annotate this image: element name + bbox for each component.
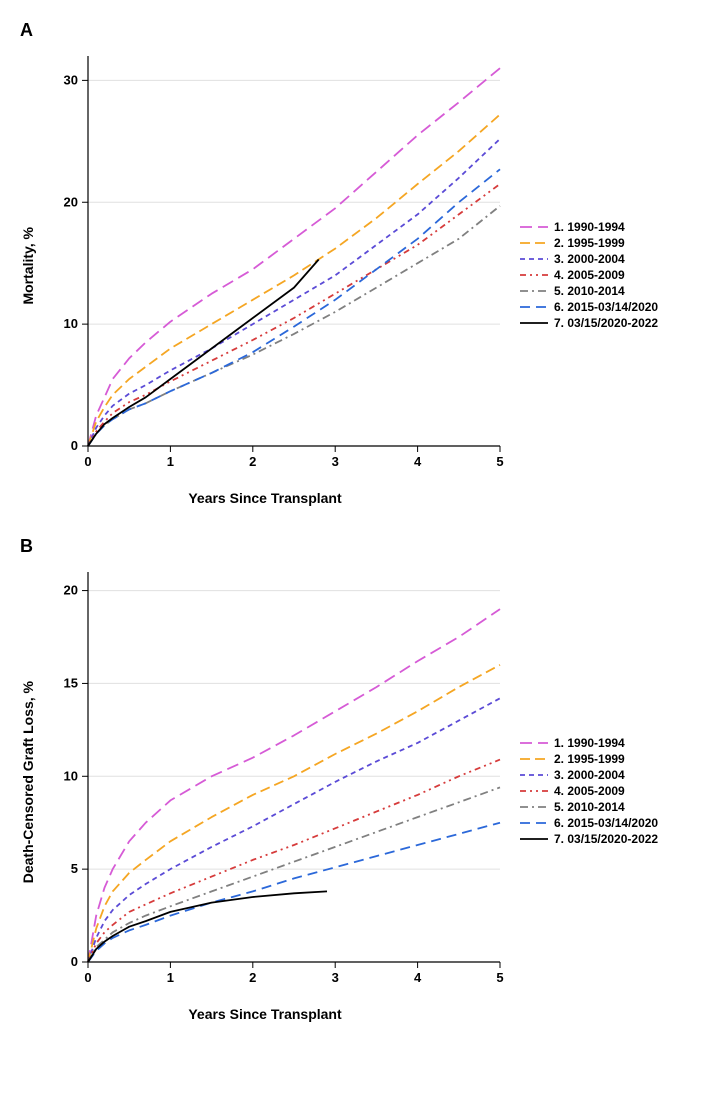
panel-b-chartbox: Death-Censored Graft Loss, % 0 1 2 3 4 5 0 5 10 1… xyxy=(20,562,510,1022)
legend-item: 3. 2000-2004 xyxy=(520,252,658,266)
legend-label: 7. 03/15/2020-2022 xyxy=(554,832,658,846)
legend-item: 2. 1995-1999 xyxy=(520,236,658,250)
legend-item: 1. 1990-1994 xyxy=(520,220,658,234)
legend-label: 3. 2000-2004 xyxy=(554,768,625,782)
svg-text:10: 10 xyxy=(64,768,78,783)
svg-text:4: 4 xyxy=(414,454,422,469)
panel-a-legend: 1. 1990-1994 2. 1995-1999 3. 2000-2004 4. 2… xyxy=(520,220,658,332)
svg-text:15: 15 xyxy=(64,675,78,690)
figure-container: A Mortality, % 0123450102030 Years Since… xyxy=(20,20,692,1022)
panel-a-label: A xyxy=(20,20,692,41)
svg-text:0: 0 xyxy=(71,954,78,969)
legend-label: 1. 1990-1994 xyxy=(554,220,625,234)
panel-b-row: Death-Censored Graft Loss, % 0 1 2 3 4 5 0 5 10 1… xyxy=(20,562,692,1022)
svg-text:2: 2 xyxy=(249,970,256,985)
svg-text:0: 0 xyxy=(71,438,78,453)
svg-text:5: 5 xyxy=(496,970,503,985)
svg-text:2: 2 xyxy=(249,454,256,469)
legend-label: 1. 1990-1994 xyxy=(554,736,625,750)
legend-item: 4. 2005-2009 xyxy=(520,784,658,798)
legend-item: 5. 2010-2014 xyxy=(520,284,658,298)
legend-item: 3. 2000-2004 xyxy=(520,768,658,782)
legend-label: 3. 2000-2004 xyxy=(554,252,625,266)
panel-b-label: B xyxy=(20,536,692,557)
panel-b-svg: 0 1 2 3 4 5 0 5 10 15 20 xyxy=(40,562,510,1002)
legend-item: 1. 1990-1994 xyxy=(520,736,658,750)
panel-a-chartbox: Mortality, % 0 1 2 3 4 5 0 10 20 30 Years Since T… xyxy=(20,46,510,506)
legend-label: 6. 2015-03/14/2020 xyxy=(554,816,658,830)
svg-text:4: 4 xyxy=(414,970,422,985)
svg-text:10: 10 xyxy=(64,316,78,331)
svg-text:0: 0 xyxy=(84,454,91,469)
legend-label: 5. 2010-2014 xyxy=(554,800,625,814)
svg-text:0: 0 xyxy=(84,970,91,985)
legend-item: 6. 2015-03/14/2020 xyxy=(520,816,658,830)
legend-item: 7. 03/15/2020-2022 xyxy=(520,832,658,846)
panel-b-inner: Death-Censored Graft Loss, % 0 1 2 3 4 5 0 5 10 1… xyxy=(20,562,510,1002)
panel-a: A Mortality, % 0 1 2 3 4 5 0 10 20 30 Years Since… xyxy=(20,20,692,506)
svg-text:5: 5 xyxy=(71,861,78,876)
panel-a-row: Mortality, % 0 1 2 3 4 5 0 10 20 30 Years Since T… xyxy=(20,46,692,506)
legend-label: 2. 1995-1999 xyxy=(554,752,625,766)
svg-text:3: 3 xyxy=(332,454,339,469)
svg-text:20: 20 xyxy=(64,583,78,598)
panel-a-svg: 0 1 2 3 4 5 0 10 20 30 xyxy=(40,46,510,486)
panel-b-legend: 1. 1990-1994 2. 1995-1999 3. 2000-2004 4. 2… xyxy=(520,736,658,848)
panel-b-xlabel: Years Since Transplant xyxy=(188,1006,341,1022)
legend-item: 2. 1995-1999 xyxy=(520,752,658,766)
legend-item: 7. 03/15/2020-2022 xyxy=(520,316,658,330)
legend-label: 2. 1995-1999 xyxy=(554,236,625,250)
legend-label: 5. 2010-2014 xyxy=(554,284,625,298)
panel-a-xlabel: Years Since Transplant xyxy=(188,490,341,506)
legend-item: 5. 2010-2014 xyxy=(520,800,658,814)
svg-text:1: 1 xyxy=(167,454,174,469)
legend-label: 4. 2005-2009 xyxy=(554,784,625,798)
svg-text:20: 20 xyxy=(64,194,78,209)
svg-text:1: 1 xyxy=(167,970,174,985)
svg-text:3: 3 xyxy=(332,970,339,985)
panel-b: B Death-Censored Graft Loss, % 0 1 2 3 4 5 0 5 1… xyxy=(20,536,692,1022)
panel-b-ylabel: Death-Censored Graft Loss, % xyxy=(20,681,36,883)
svg-text:30: 30 xyxy=(64,72,78,87)
panel-a-inner: Mortality, % 0 1 2 3 4 5 0 10 20 30 xyxy=(20,46,510,486)
legend-label: 6. 2015-03/14/2020 xyxy=(554,300,658,314)
legend-label: 4. 2005-2009 xyxy=(554,268,625,282)
legend-label: 7. 03/15/2020-2022 xyxy=(554,316,658,330)
svg-text:5: 5 xyxy=(496,454,503,469)
legend-item: 4. 2005-2009 xyxy=(520,268,658,282)
panel-a-ylabel: Mortality, % xyxy=(20,227,36,305)
legend-item: 6. 2015-03/14/2020 xyxy=(520,300,658,314)
